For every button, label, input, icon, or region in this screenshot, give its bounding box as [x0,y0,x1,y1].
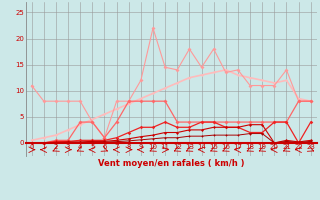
X-axis label: Vent moyen/en rafales ( km/h ): Vent moyen/en rafales ( km/h ) [98,159,244,168]
